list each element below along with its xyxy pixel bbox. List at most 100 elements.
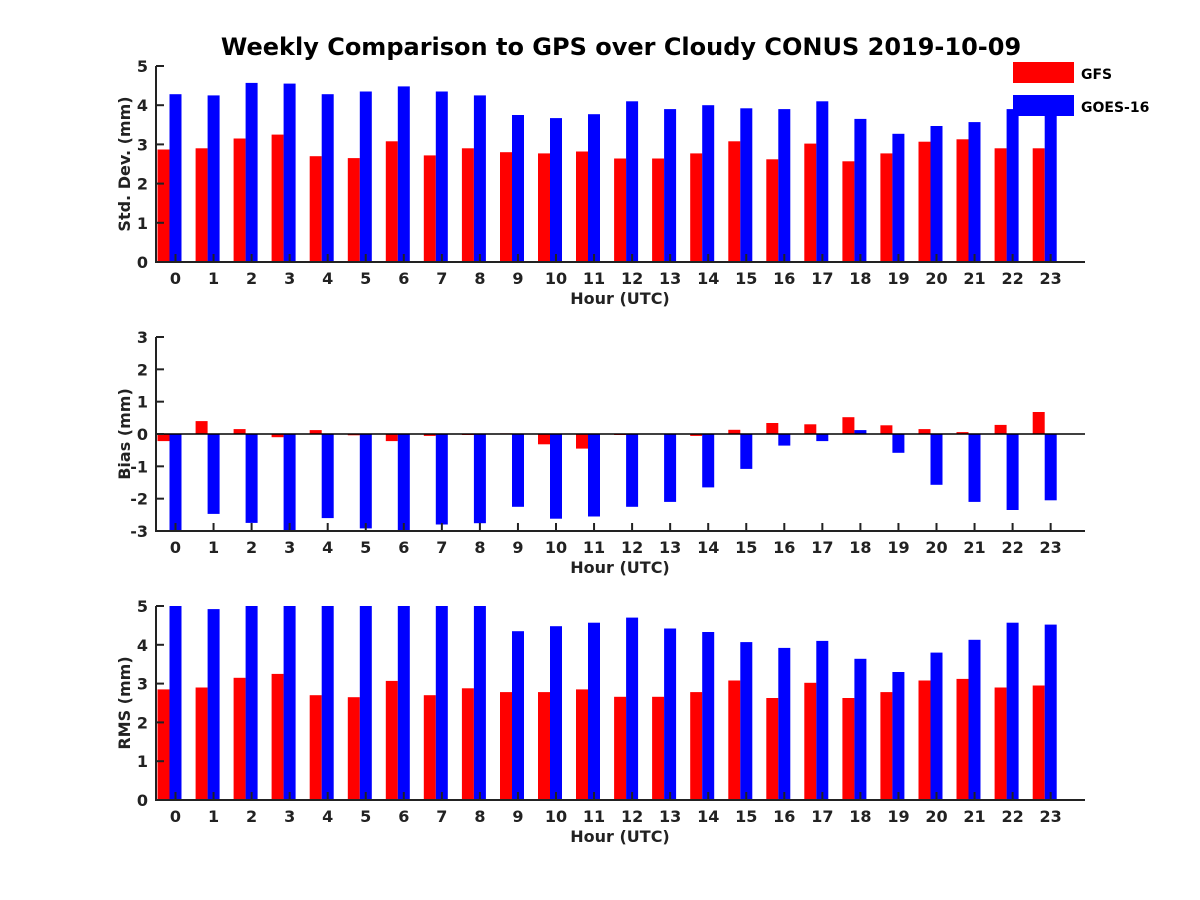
bar-goes16-hour-5 bbox=[359, 91, 372, 262]
bar-gfs-hour-17 bbox=[804, 143, 817, 262]
legend-label-goes16: GOES-16 bbox=[1081, 100, 1149, 116]
bar-goes16-hour-14 bbox=[702, 632, 715, 800]
bar-gfs-hour-0 bbox=[157, 434, 170, 442]
y-tick-label: 3 bbox=[137, 675, 148, 694]
bar-gfs-hour-14 bbox=[690, 434, 703, 436]
x-tick-label: 15 bbox=[735, 538, 757, 557]
legend-label-gfs: GFS bbox=[1081, 67, 1112, 83]
bar-goes16-hour-20 bbox=[930, 126, 943, 262]
bar-gfs-hour-6 bbox=[385, 680, 398, 800]
bar-gfs-hour-18 bbox=[842, 417, 855, 434]
y-tick-label: -2 bbox=[130, 490, 148, 509]
x-tick-label: 11 bbox=[583, 807, 605, 826]
bar-gfs-hour-15 bbox=[728, 141, 741, 262]
bar-goes16-hour-8 bbox=[473, 606, 486, 800]
bar-goes16-hour-7 bbox=[435, 91, 448, 262]
bar-gfs-hour-10 bbox=[538, 692, 550, 800]
y-axis-label: RMS (mm) bbox=[115, 656, 134, 749]
bar-gfs-hour-20 bbox=[918, 429, 931, 434]
legend: GFS GOES-16 bbox=[1013, 62, 1149, 116]
bar-goes16-hour-0 bbox=[169, 606, 182, 800]
x-tick-label: 18 bbox=[849, 538, 871, 557]
x-axis-label: Hour (UTC) bbox=[570, 289, 670, 308]
bar-gfs-hour-15 bbox=[728, 429, 741, 434]
x-tick-label: 13 bbox=[659, 538, 681, 557]
bar-goes16-hour-16 bbox=[778, 434, 791, 446]
x-tick-label: 16 bbox=[773, 538, 795, 557]
bar-gfs-hour-1 bbox=[195, 421, 208, 434]
x-tick-label: 14 bbox=[697, 807, 719, 826]
bar-gfs-hour-3 bbox=[271, 434, 284, 438]
bar-gfs-hour-7 bbox=[423, 434, 436, 436]
bar-gfs-hour-19 bbox=[880, 692, 893, 800]
bar-goes16-hour-6 bbox=[397, 434, 410, 531]
x-tick-label: 9 bbox=[512, 269, 523, 288]
bar-gfs-hour-6 bbox=[385, 141, 398, 262]
bar-gfs-hour-2 bbox=[233, 677, 246, 800]
bar-goes16-hour-4 bbox=[321, 94, 334, 262]
y-tick-label: 0 bbox=[137, 425, 148, 444]
bar-goes16-hour-3 bbox=[283, 434, 296, 531]
x-tick-label: 7 bbox=[436, 269, 447, 288]
bar-goes16-hour-12 bbox=[626, 617, 639, 800]
y-axis-label: Bias (mm) bbox=[115, 388, 134, 480]
bar-goes16-hour-2 bbox=[245, 606, 258, 800]
bar-gfs-hour-8 bbox=[461, 688, 474, 800]
bar-gfs-hour-13 bbox=[652, 158, 665, 262]
x-tick-label: 9 bbox=[512, 538, 523, 557]
x-tick-label: 21 bbox=[963, 538, 985, 557]
x-tick-label: 7 bbox=[436, 807, 447, 826]
bar-goes16-hour-22 bbox=[1006, 622, 1019, 800]
x-tick-label: 3 bbox=[284, 807, 295, 826]
y-tick-label: 2 bbox=[137, 713, 148, 732]
bar-goes16-hour-9 bbox=[512, 631, 524, 800]
x-tick-label: 13 bbox=[659, 807, 681, 826]
x-tick-label: 3 bbox=[284, 269, 295, 288]
y-tick-label: 5 bbox=[137, 597, 148, 616]
bar-gfs-hour-5 bbox=[347, 158, 360, 262]
bar-goes16-hour-2 bbox=[245, 434, 258, 523]
x-tick-label: 5 bbox=[360, 538, 371, 557]
bar-goes16-hour-3 bbox=[283, 83, 296, 262]
y-axis-label: Std. Dev. (mm) bbox=[115, 96, 134, 231]
bar-goes16-hour-11 bbox=[588, 114, 600, 262]
bar-goes16-hour-18 bbox=[854, 658, 867, 800]
bar-goes16-hour-15 bbox=[740, 642, 753, 800]
bar-gfs-hour-4 bbox=[309, 156, 322, 262]
x-tick-label: 12 bbox=[621, 807, 643, 826]
x-tick-label: 4 bbox=[322, 807, 333, 826]
bar-gfs-hour-3 bbox=[271, 673, 284, 800]
x-tick-label: 0 bbox=[170, 269, 181, 288]
x-tick-label: 19 bbox=[887, 269, 909, 288]
bar-goes16-hour-5 bbox=[359, 434, 372, 529]
bar-goes16-hour-4 bbox=[321, 606, 334, 800]
bar-goes16-hour-1 bbox=[207, 95, 220, 263]
bar-gfs-hour-22 bbox=[994, 424, 1007, 434]
y-tick-label: 4 bbox=[137, 636, 148, 655]
bar-goes16-hour-22 bbox=[1006, 434, 1019, 510]
x-tick-label: 6 bbox=[398, 807, 409, 826]
bar-gfs-hour-0 bbox=[157, 689, 170, 800]
x-tick-label: 19 bbox=[887, 538, 909, 557]
bar-gfs-hour-5 bbox=[347, 697, 360, 800]
bar-gfs-hour-3 bbox=[271, 134, 284, 262]
x-tick-label: 8 bbox=[474, 538, 485, 557]
bar-gfs-hour-8 bbox=[461, 148, 474, 262]
bar-goes16-hour-8 bbox=[473, 434, 486, 524]
x-tick-label: 3 bbox=[284, 538, 295, 557]
bar-gfs-hour-7 bbox=[423, 155, 436, 262]
y-tick-label: 0 bbox=[137, 253, 148, 272]
bar-goes16-hour-1 bbox=[207, 609, 220, 800]
bar-gfs-hour-12 bbox=[614, 696, 627, 800]
bar-gfs-hour-16 bbox=[766, 698, 779, 800]
y-tick-label: 5 bbox=[137, 57, 148, 76]
bar-gfs-hour-4 bbox=[309, 695, 322, 800]
legend-swatch-goes16 bbox=[1013, 95, 1074, 116]
bar-goes16-hour-13 bbox=[664, 109, 677, 262]
x-tick-label: 6 bbox=[398, 538, 409, 557]
bar-gfs-hour-17 bbox=[804, 424, 817, 434]
bar-goes16-hour-9 bbox=[512, 434, 524, 507]
